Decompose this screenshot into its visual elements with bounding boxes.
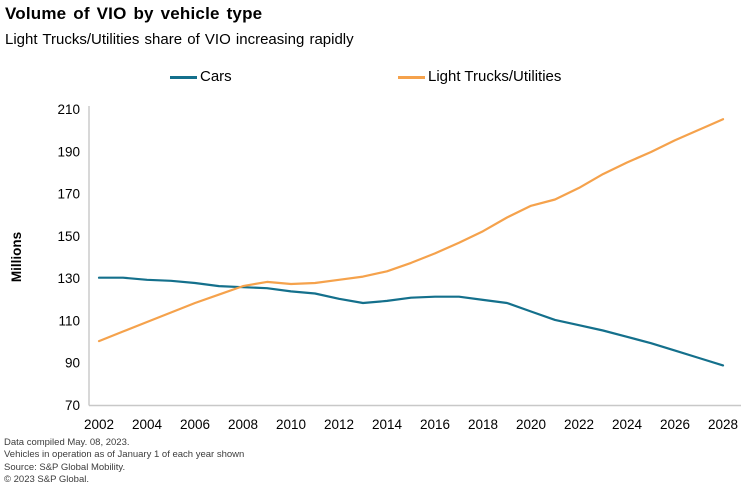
light-trucks-line-swatch-icon [398, 75, 425, 79]
y-tick-label: 130 [57, 271, 80, 286]
series-line-cars [97, 276, 725, 367]
x-tick-label: 2018 [468, 417, 498, 432]
x-tick-label: 2016 [420, 417, 450, 432]
y-tick-label: 110 [58, 313, 80, 328]
y-tick-label: 70 [65, 398, 80, 413]
y-tick-label: 150 [57, 229, 80, 244]
x-tick-label: 2008 [228, 417, 258, 432]
series-line-light-trucks-utilities [97, 118, 725, 343]
chart-footnotes: Data compiled May. 08, 2023. Vehicles in… [4, 437, 244, 487]
y-tick-label: 210 [57, 102, 80, 117]
x-tick-label: 2022 [564, 417, 594, 432]
x-tick-label: 2006 [180, 417, 210, 432]
footnote-source: Source: S&P Global Mobility. [4, 461, 126, 473]
x-tick-label: 2024 [612, 417, 643, 432]
cars-line-swatch-icon [170, 75, 197, 79]
x-tick-label: 2028 [708, 417, 738, 432]
y-tick-label: 190 [57, 144, 80, 159]
x-tick-label: 2002 [84, 417, 114, 432]
x-tick-label: 2014 [372, 417, 403, 432]
chart-subtitle: Light Trucks/Utilities share of VIO incr… [5, 31, 354, 48]
y-axis-title: Millions [9, 232, 24, 282]
chart-title: Volume of VIO by vehicle type [5, 4, 263, 23]
footnote-data-compiled: Data compiled May. 08, 2023. [4, 437, 130, 448]
legend-item-light-trucks: Light Trucks/Utilities [398, 68, 561, 86]
footnote-copyright: © 2023 S&P Global. [4, 474, 89, 486]
x-tick-label: 2012 [324, 417, 354, 432]
legend-item-cars: Cars [170, 68, 232, 86]
legend-label-cars: Cars [200, 68, 232, 85]
legend-label-light-trucks: Light Trucks/Utilities [428, 68, 562, 85]
footnote-vio-definition: Vehicles in operation as of January 1 of… [4, 449, 245, 461]
y-tick-label: 170 [57, 187, 80, 202]
y-tick-label: 90 [65, 356, 80, 371]
x-tick-label: 2020 [516, 417, 546, 432]
x-tick-label: 2026 [660, 417, 690, 432]
x-tick-label: 2004 [132, 417, 163, 432]
x-tick-label: 2010 [276, 417, 306, 432]
